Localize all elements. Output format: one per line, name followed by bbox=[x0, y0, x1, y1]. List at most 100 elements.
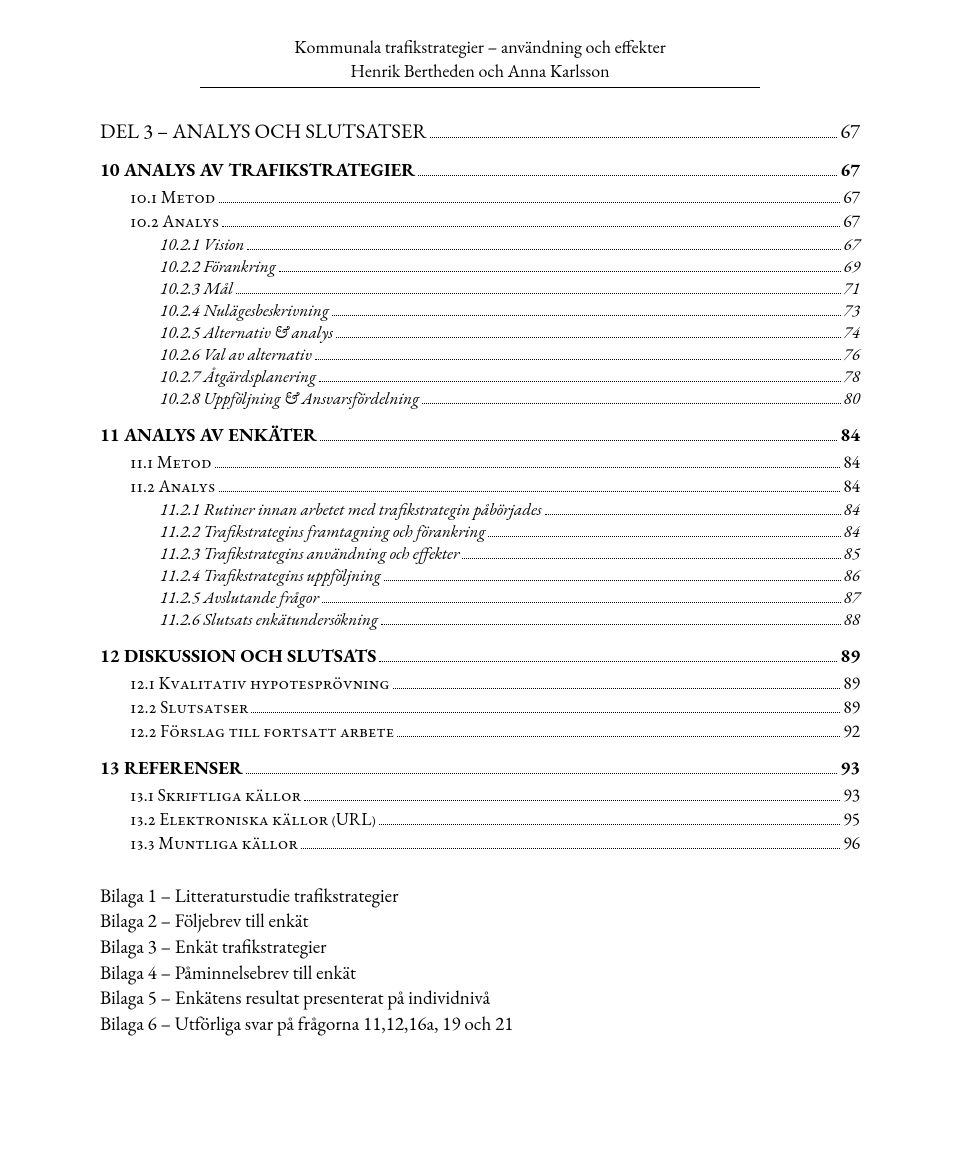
toc-entry: 12.1 Kvalitativ hypotesprövning 89 bbox=[100, 672, 860, 695]
toc-label: 11.2.1 Rutiner innan arbetet med trafiks… bbox=[160, 499, 542, 521]
toc-leader bbox=[336, 324, 841, 338]
toc-entry: 10.2.3 Mål 71 bbox=[100, 278, 860, 300]
toc-leader bbox=[219, 188, 841, 202]
toc-leader bbox=[279, 258, 841, 272]
toc-label: 11.2 Analys bbox=[130, 475, 216, 498]
toc-page-number: 95 bbox=[843, 808, 860, 831]
toc-label: 11.2.5 Avslutande frågor bbox=[160, 587, 319, 609]
toc-entry: 10.2.1 Vision67 bbox=[100, 234, 860, 256]
table-of-contents: DEL 3 – ANALYS OCH SLUTSATSER67 10 ANALYS… bbox=[100, 118, 860, 855]
toc-page-number: 73 bbox=[844, 300, 860, 322]
toc-entry: 10 ANALYS AV TRAFIKSTRATEGIER 67 bbox=[100, 157, 860, 182]
toc-label: 13.3 Muntliga källor bbox=[130, 832, 298, 855]
toc-leader bbox=[379, 647, 837, 662]
toc-page-number: 89 bbox=[843, 696, 860, 719]
appendix-item: Bilaga 3 – Enkät trafikstrategier bbox=[100, 934, 860, 960]
toc-label: 11.2.6 Slutsats enkätundersökning bbox=[160, 609, 378, 631]
toc-leader bbox=[315, 346, 841, 360]
toc-label: 10.2 Analys bbox=[130, 210, 219, 233]
toc-leader bbox=[418, 161, 837, 176]
toc-label: 13.1 Skriftliga källor bbox=[130, 784, 301, 807]
toc-leader bbox=[236, 280, 841, 294]
toc-entry: 11.2.2 Trafikstrategins framtagning och … bbox=[100, 521, 860, 543]
toc-label: 11 ANALYS AV ENKÄTER bbox=[100, 422, 317, 447]
toc-page-number: 84 bbox=[844, 499, 860, 521]
toc-page-number: 84 bbox=[843, 451, 860, 474]
toc-entry: DEL 3 – ANALYS OCH SLUTSATSER67 bbox=[100, 118, 860, 145]
toc-page-number: 84 bbox=[843, 475, 860, 498]
toc-leader bbox=[319, 368, 841, 382]
toc-entry: 10.2.5 Alternativ & analys74 bbox=[100, 322, 860, 344]
toc-leader bbox=[222, 212, 840, 226]
appendix-item: Bilaga 2 – Följebrev till enkät bbox=[100, 908, 860, 934]
toc-leader bbox=[247, 236, 840, 250]
running-header: Kommunala trafikstrategier – användning … bbox=[100, 36, 860, 102]
toc-leader bbox=[545, 501, 841, 515]
toc-label: 10.1 Metod bbox=[130, 186, 216, 209]
toc-page-number: 67 bbox=[843, 186, 860, 209]
toc-leader bbox=[462, 545, 840, 559]
toc-label: 10.2.6 Val av alternativ bbox=[160, 344, 312, 366]
toc-label: 10.2.4 Nulägesbeskrivning bbox=[160, 300, 329, 322]
toc-leader bbox=[322, 589, 841, 603]
toc-entry: 10.2.8 Uppföljning & Ansvarsfördelning80 bbox=[100, 388, 860, 410]
toc-label: 12.1 Kvalitativ hypotesprövning bbox=[130, 672, 390, 695]
toc-leader bbox=[379, 810, 840, 824]
toc-page-number: 89 bbox=[843, 672, 860, 695]
toc-leader bbox=[381, 611, 841, 625]
toc-leader bbox=[251, 698, 840, 712]
toc-entry: 11 ANALYS AV ENKÄTER 84 bbox=[100, 422, 860, 447]
toc-leader bbox=[397, 722, 840, 736]
toc-entry: 11.2.6 Slutsats enkätundersökning 88 bbox=[100, 609, 860, 631]
toc-page-number: 78 bbox=[844, 366, 860, 388]
toc-leader bbox=[304, 786, 840, 800]
toc-page-number: 67 bbox=[840, 157, 860, 182]
toc-leader bbox=[332, 302, 841, 316]
toc-page-number: 89 bbox=[840, 643, 860, 668]
toc-entry: 10.1 Metod 67 bbox=[100, 186, 860, 209]
toc-label: 13 REFERENSER bbox=[100, 755, 243, 780]
toc-entry: 12.2 Förslag till fortsatt arbete92 bbox=[100, 720, 860, 743]
toc-page-number: 84 bbox=[840, 422, 860, 447]
appendix-item: Bilaga 5 – Enkätens resultat presenterat… bbox=[100, 985, 860, 1011]
toc-entry: 10.2 Analys67 bbox=[100, 210, 860, 233]
toc-entry: 11.2.5 Avslutande frågor87 bbox=[100, 587, 860, 609]
toc-entry: 10.2.2 Förankring69 bbox=[100, 256, 860, 278]
toc-label: 10.2.7 Åtgärdsplanering bbox=[160, 366, 316, 388]
header-title: Kommunala trafikstrategier – användning … bbox=[100, 36, 860, 60]
toc-leader bbox=[320, 426, 837, 441]
toc-entry: 11.2.4 Trafikstrategins uppföljning86 bbox=[100, 565, 860, 587]
toc-leader bbox=[488, 523, 840, 537]
toc-entry: 11.2.1 Rutiner innan arbetet med trafiks… bbox=[100, 499, 860, 521]
appendix-item: Bilaga 4 – Påminnelsebrev till enkät bbox=[100, 960, 860, 986]
toc-label: 13.2 Elektroniska källor (URL) bbox=[130, 808, 376, 831]
toc-page-number: 93 bbox=[843, 784, 860, 807]
toc-page-number: 93 bbox=[840, 755, 860, 780]
toc-label: 11.2.2 Trafikstrategins framtagning och … bbox=[160, 521, 485, 543]
toc-label: 10.2.3 Mål bbox=[160, 278, 233, 300]
toc-label: 11.1 Metod bbox=[130, 451, 212, 474]
toc-label: 10.2.5 Alternativ & analys bbox=[160, 322, 333, 344]
toc-label: 12.2 Förslag till fortsatt arbete bbox=[130, 720, 394, 743]
toc-leader bbox=[393, 674, 841, 688]
toc-leader bbox=[301, 834, 840, 848]
toc-label: 11.2.3 Trafikstrategins användning och e… bbox=[160, 543, 459, 565]
toc-entry: 13.2 Elektroniska källor (URL) 95 bbox=[100, 808, 860, 831]
toc-label: 10.2.2 Förankring bbox=[160, 256, 276, 278]
toc-leader bbox=[246, 759, 838, 774]
toc-entry: 13.1 Skriftliga källor 93 bbox=[100, 784, 860, 807]
toc-page-number: 76 bbox=[844, 344, 860, 366]
toc-label: 10 ANALYS AV TRAFIKSTRATEGIER bbox=[100, 157, 415, 182]
toc-page-number: 88 bbox=[844, 609, 860, 631]
toc-page-number: 80 bbox=[844, 388, 860, 410]
appendix-list: Bilaga 1 – Litteraturstudie trafikstrate… bbox=[100, 883, 860, 1037]
toc-label: 10.2.1 Vision bbox=[160, 234, 244, 256]
toc-page-number: 71 bbox=[844, 278, 860, 300]
toc-entry: 11.2 Analys 84 bbox=[100, 475, 860, 498]
toc-page-number: 86 bbox=[844, 565, 860, 587]
toc-leader bbox=[430, 121, 837, 137]
toc-label: 12.2 Slutsatser bbox=[130, 696, 248, 719]
toc-page-number: 96 bbox=[843, 832, 860, 855]
appendix-item: Bilaga 6 – Utförliga svar på frågorna 11… bbox=[100, 1011, 860, 1037]
toc-page-number: 84 bbox=[844, 521, 860, 543]
